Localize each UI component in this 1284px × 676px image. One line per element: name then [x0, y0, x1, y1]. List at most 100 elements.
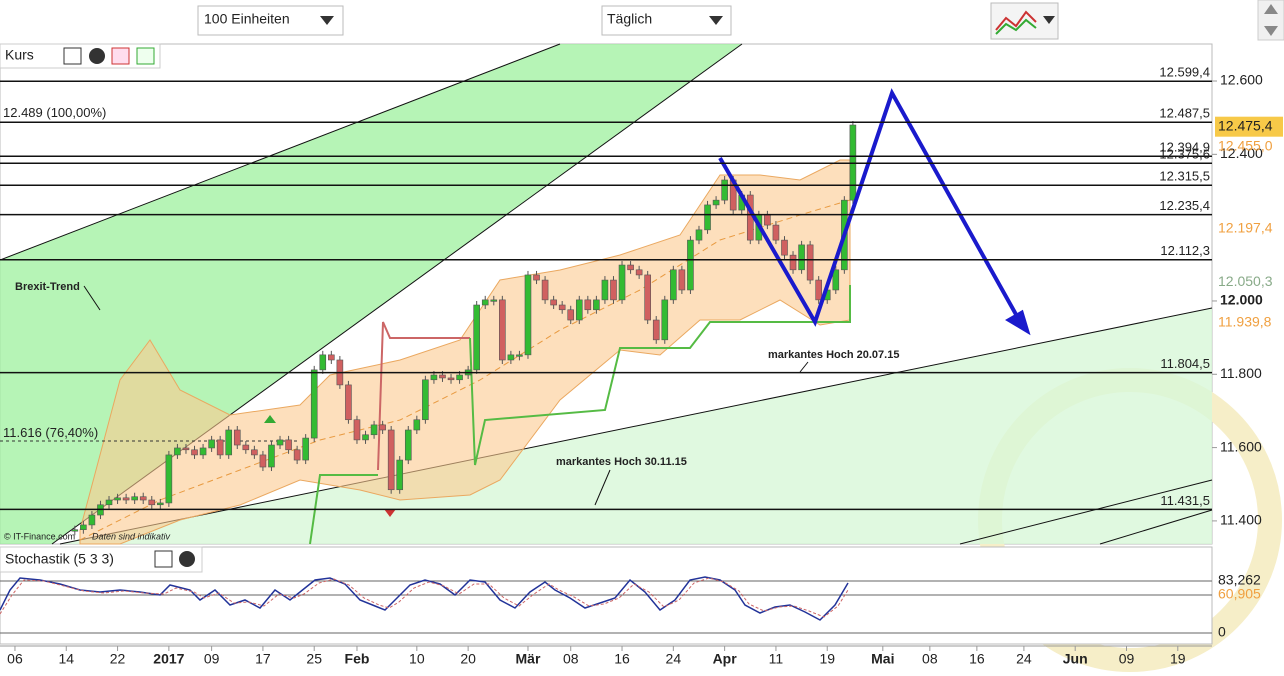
x-tick-label: 09 [1119, 651, 1135, 667]
price-tag: 12.455,0 [1218, 137, 1273, 153]
candle [328, 354, 335, 361]
y-tick-label: 12.000 [1220, 292, 1263, 308]
candle [704, 204, 711, 231]
candle [661, 299, 669, 341]
candle [644, 274, 651, 321]
close-button[interactable] [179, 551, 195, 567]
fib-label: 12.489 (100,00%) [3, 105, 106, 120]
candle [610, 279, 617, 301]
x-tick-label: 17 [255, 651, 271, 667]
candle [670, 269, 677, 301]
annotation-arrow [594, 469, 611, 506]
candle [481, 299, 489, 306]
x-tick-label: 11 [769, 651, 784, 667]
candle [815, 279, 822, 301]
dropdown-caret [320, 16, 334, 25]
stochastic-title: Stochastik (5 3 3) [5, 551, 114, 567]
candle [575, 299, 583, 321]
copyright: © IT-Finance.com [4, 531, 75, 541]
candle [157, 502, 164, 506]
y-tick-label: 11.400 [1220, 512, 1262, 528]
price-tag: 12.050,3 [1218, 273, 1273, 289]
x-tick-label: 22 [110, 651, 126, 667]
candle [695, 229, 703, 241]
level-label: 12.112,3 [1160, 243, 1210, 258]
price-tag-bg [1215, 116, 1283, 137]
x-tick-label: 16 [969, 651, 985, 667]
chart-type-icon [995, 10, 1037, 31]
candle [430, 374, 438, 381]
candle [533, 274, 540, 281]
scroll-arrow[interactable] [1264, 26, 1278, 36]
forecast-path [718, 88, 1020, 327]
price-tag: 12.475,4 [1218, 117, 1273, 133]
candle [353, 419, 361, 441]
level-label: 12.315,5 [1159, 169, 1210, 184]
trend-line [59, 307, 1213, 545]
candle [516, 354, 523, 357]
x-tick-label: 20 [460, 651, 476, 667]
candle [370, 424, 378, 436]
candle [832, 269, 840, 291]
candle [558, 304, 566, 311]
candle [88, 514, 96, 526]
candle [499, 299, 506, 361]
candle [721, 179, 728, 201]
stochastic-tick-label: 0 [1218, 624, 1226, 640]
x-tick-label: Mär [516, 651, 541, 667]
candle [387, 429, 395, 491]
candle [413, 419, 421, 431]
level-label: 11.804,5 [1160, 356, 1210, 371]
x-tick-label: 09 [204, 651, 220, 667]
candle [652, 319, 660, 341]
maximize-button[interactable] [154, 550, 173, 568]
x-tick-label: Jun [1063, 651, 1088, 667]
candle [216, 439, 224, 456]
maximize-button[interactable] [63, 47, 82, 65]
candle [362, 434, 369, 441]
interval-label: Täglich [607, 11, 652, 27]
signal-down [384, 509, 396, 517]
stochastic-tick-label: 83,262 [1218, 572, 1261, 588]
forecast-arrowhead [1005, 309, 1031, 336]
units-dropdown[interactable] [197, 5, 344, 36]
annotation: markantes Hoch 30.11.15 [556, 456, 687, 468]
candle [781, 239, 788, 256]
x-tick-label: 08 [563, 651, 579, 667]
level-label: 12.394,9 [1159, 140, 1210, 155]
candle [191, 449, 198, 456]
x-tick-label: 08 [922, 651, 938, 667]
close-button[interactable] [89, 48, 105, 64]
candle [789, 254, 797, 271]
move-up-button[interactable] [136, 47, 155, 65]
x-tick-label: 24 [1016, 651, 1032, 667]
fib-label: 11.616 (76,40%) [3, 425, 98, 440]
stop-line [377, 321, 470, 471]
candle [165, 454, 173, 504]
candle [259, 454, 267, 468]
interval-dropdown[interactable] [601, 5, 732, 36]
candle [456, 374, 463, 381]
candle [396, 459, 404, 491]
annotation: markantes Hoch 20.07.15 [768, 349, 899, 361]
level-label: 12.487,5 [1159, 106, 1210, 121]
candle [345, 384, 352, 421]
level-label: 11.431,5 [1160, 493, 1210, 508]
level-label: 12.599,4 [1159, 65, 1210, 80]
candle [285, 439, 292, 451]
level-label: 12.375,6 [1159, 147, 1210, 162]
x-tick-label: Apr [713, 651, 738, 667]
candle [131, 496, 138, 501]
x-tick-label: 10 [409, 651, 425, 667]
candle [293, 449, 301, 461]
y-tick-label: 11.800 [1220, 365, 1262, 381]
move-down-button[interactable] [111, 47, 130, 65]
stop-line [469, 285, 851, 466]
x-tick-label: 14 [58, 651, 74, 667]
candle [541, 279, 549, 301]
candle [618, 264, 626, 301]
candle [80, 524, 87, 531]
scroll-arrow[interactable] [1264, 4, 1278, 14]
